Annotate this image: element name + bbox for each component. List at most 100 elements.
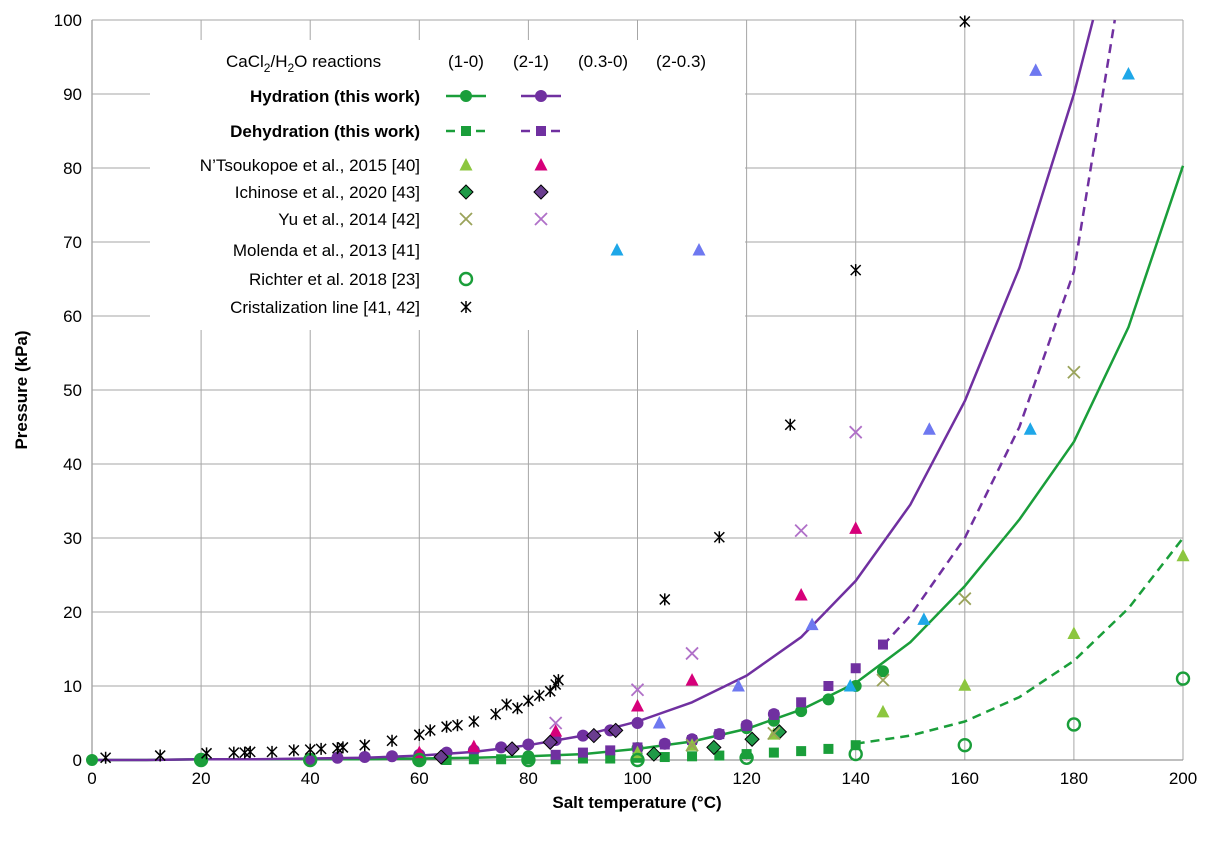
data-point <box>739 750 754 765</box>
series-10 <box>843 67 1135 692</box>
data-point <box>1067 365 1081 379</box>
data-point <box>337 741 349 754</box>
data-point <box>631 717 644 729</box>
data-point <box>304 743 316 756</box>
data-point <box>549 716 563 730</box>
x-tick-label: 200 <box>1169 769 1197 788</box>
legend-marker <box>459 212 473 226</box>
series-3 <box>550 639 888 760</box>
data-point <box>768 709 779 720</box>
x-tick-label: 60 <box>410 769 429 788</box>
x-tick-label: 40 <box>301 769 320 788</box>
data-point <box>521 752 536 768</box>
data-point <box>876 673 890 687</box>
data-point <box>244 745 256 758</box>
y-tick-label: 80 <box>63 159 82 178</box>
legend-marker <box>461 126 471 136</box>
data-point <box>796 746 807 757</box>
data-point <box>652 716 666 729</box>
x-tick-label: 20 <box>192 769 211 788</box>
data-point <box>714 729 725 740</box>
data-point <box>659 739 670 750</box>
data-point <box>741 749 752 760</box>
data-point <box>767 726 781 740</box>
legend-background <box>150 40 745 330</box>
data-point <box>358 751 371 764</box>
data-point <box>714 750 725 761</box>
data-point <box>917 612 931 625</box>
legend-marker <box>536 126 546 136</box>
data-point <box>685 646 699 661</box>
data-point <box>386 734 398 747</box>
data-point <box>511 702 524 715</box>
data-point <box>412 752 427 768</box>
data-point <box>877 639 888 650</box>
data-point <box>731 679 745 692</box>
data-point <box>1029 63 1043 76</box>
x-tick-label: 160 <box>951 769 979 788</box>
legend-column-2-1: (2-1) <box>513 52 549 71</box>
data-point <box>542 734 558 750</box>
data-point <box>849 425 863 439</box>
legend-column-1-0: (1-0) <box>448 52 484 71</box>
series-9 <box>549 425 863 730</box>
data-point <box>495 741 508 754</box>
y-tick-label: 30 <box>63 529 82 548</box>
data-point <box>794 523 808 538</box>
curve-deh10_dashed <box>855 537 1184 745</box>
series-4 <box>631 548 1190 759</box>
data-point <box>685 738 699 752</box>
y-tick-label: 40 <box>63 455 82 474</box>
data-point <box>687 751 698 762</box>
data-point <box>706 739 722 756</box>
data-point <box>468 754 479 765</box>
data-point <box>468 715 480 728</box>
data-point <box>441 755 452 765</box>
series-7 <box>433 722 624 765</box>
data-point <box>386 750 399 763</box>
data-point <box>154 749 166 762</box>
data-point <box>315 742 327 755</box>
curve-deh21_dashed <box>882 19 1117 647</box>
data-point <box>876 665 889 678</box>
legend-title: CaCl2/H2O reactions <box>226 52 381 75</box>
legend-marker <box>460 90 472 102</box>
data-point <box>533 689 545 702</box>
data-point <box>331 742 344 755</box>
data-point <box>741 720 752 731</box>
data-point <box>843 679 857 692</box>
legend-row-label: Ichinose et al., 2020 [43] <box>235 183 420 202</box>
tick-labels: 0 20 40 60 80 100 120 140 160 180 200 0 10 20 30 40 50 60… <box>54 11 1198 788</box>
data-point <box>744 731 760 747</box>
data-point <box>86 754 98 766</box>
data-point <box>685 673 699 686</box>
data-point <box>805 617 819 631</box>
data-point <box>850 264 862 277</box>
data-point <box>100 751 112 764</box>
data-point <box>922 422 936 435</box>
data-markers <box>86 15 1191 768</box>
legend: CaCl2/H2O reactions (1-0) (2-1) (0.3-0) … <box>150 40 745 330</box>
x-tick-label: 180 <box>1060 769 1088 788</box>
data-point <box>1176 548 1190 562</box>
data-point <box>795 705 808 718</box>
data-point <box>496 754 507 765</box>
data-point <box>193 752 209 768</box>
legend-row-label: Richter et al. 2018 [23] <box>249 270 420 289</box>
data-point <box>501 698 513 711</box>
y-tick-label: 100 <box>54 11 82 30</box>
x-tick-label: 120 <box>732 769 760 788</box>
data-point <box>605 753 616 764</box>
data-point <box>630 752 645 768</box>
data-point <box>646 746 662 762</box>
x-tick-label: 80 <box>519 769 538 788</box>
data-point <box>850 663 861 674</box>
data-point <box>631 698 644 712</box>
legend-row-label: N’Tsoukopoe et al., 2015 [40] <box>200 156 420 175</box>
legend-marker <box>460 301 472 313</box>
y-tick-label: 20 <box>63 603 82 622</box>
data-point <box>239 746 251 759</box>
data-point <box>359 739 371 752</box>
legend-marker <box>458 271 474 287</box>
